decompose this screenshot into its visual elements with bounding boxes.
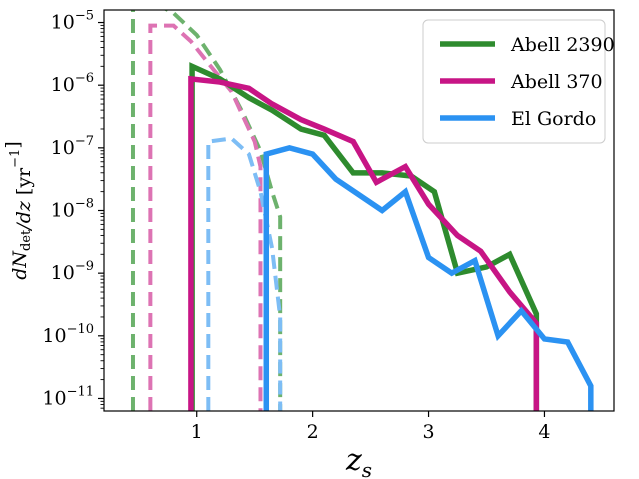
y-tick-label-6: 10−5 <box>51 9 94 34</box>
x-tick-label-0: 1 <box>191 421 203 443</box>
x-tick-label-3: 4 <box>538 421 550 443</box>
legend-label-1: Abell 370 <box>510 71 603 93</box>
series-line-0 <box>189 62 540 411</box>
y-tick-label-4: 10−7 <box>51 134 94 159</box>
y-tick-label-3: 10−8 <box>51 197 94 222</box>
x-tick-label-1: 2 <box>307 421 319 443</box>
series-line-5 <box>206 136 283 411</box>
series-line-4 <box>148 23 263 411</box>
series-layer <box>130 10 594 411</box>
legend-box <box>422 19 606 144</box>
axis-labels: zs dNdet/dz [yr−1] <box>2 141 372 479</box>
legend-label-0: Abell 2390 <box>510 34 615 56</box>
x-axis-label: zs <box>345 443 372 479</box>
legend: Abell 2390 Abell 370 El Gordo <box>422 19 615 144</box>
y-axis: 10−11 10−10 10−9 10−8 10−7 10−6 10−5 <box>42 9 104 409</box>
legend-label-2: El Gordo <box>511 108 596 130</box>
y-axis-label: dNdet/dz [yr−1] <box>2 141 35 280</box>
x-tick-label-2: 3 <box>422 421 434 443</box>
y-tick-label-1: 10−10 <box>42 322 94 347</box>
x-axis: 1 2 3 4 <box>191 411 551 443</box>
series-line-3 <box>130 10 283 411</box>
y-tick-label-2: 10−9 <box>51 259 94 284</box>
y-tick-label-5: 10−6 <box>51 71 94 96</box>
series-line-1 <box>188 75 540 411</box>
y-tick-label-0: 10−11 <box>42 384 94 409</box>
series-line-2 <box>263 144 594 411</box>
